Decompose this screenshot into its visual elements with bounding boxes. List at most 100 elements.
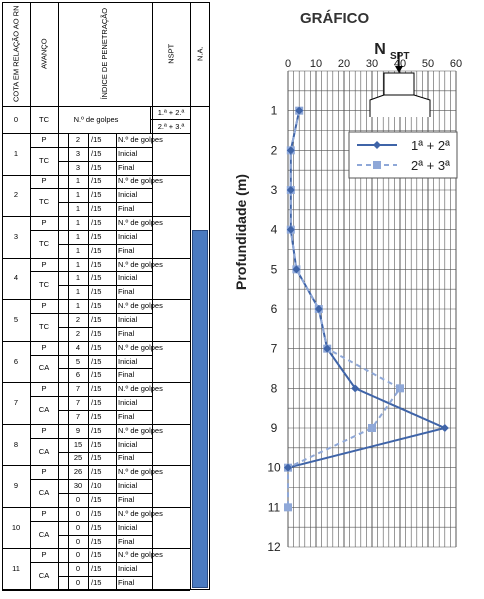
index-label: N.º de golpes — [118, 384, 163, 394]
inner-column-line — [88, 299, 89, 341]
penetration-depth: /15 — [91, 287, 102, 297]
depth-label: 11 — [12, 564, 20, 574]
avanco-label: TC — [39, 321, 49, 331]
y-tick-label: 3 — [271, 183, 278, 197]
blow-count: 0 — [75, 494, 81, 504]
chart-title: GRÁFICO — [300, 10, 370, 27]
blow-count: 3 — [75, 162, 81, 172]
depth-label: 0 — [13, 115, 19, 124]
inner-column-line — [116, 340, 117, 383]
index-label: Inicial — [118, 273, 138, 283]
y-tick-label-bg — [262, 420, 286, 435]
avanco-label: P — [41, 218, 47, 227]
sub-row-line — [30, 520, 152, 522]
avanco-label: CA — [38, 404, 50, 414]
depth-label: 5 — [13, 314, 19, 324]
inner-column-line — [116, 506, 117, 549]
penetration-depth: /15 — [91, 550, 102, 560]
sub-row-line — [58, 451, 152, 453]
sub-row-line — [58, 368, 152, 370]
y-axis-label: Profundidade (m) — [233, 174, 249, 290]
avanco-label: P — [41, 467, 47, 477]
water-level-bar — [192, 229, 208, 588]
inner-column-line — [116, 423, 117, 466]
table-border-top — [2, 2, 210, 3]
column-line — [30, 2, 31, 590]
avanco-label: TC — [39, 197, 49, 207]
depth-label: 6 — [13, 356, 19, 366]
row-bottom-line — [2, 465, 190, 467]
blow-count: 1 — [75, 204, 81, 214]
row-bottom-line — [2, 257, 190, 259]
legend-box — [348, 131, 458, 179]
blow-count: 1 — [75, 287, 81, 297]
inner-column-line — [88, 423, 89, 466]
depth-label: 1 — [13, 148, 19, 158]
penetration-depth: /15 — [91, 176, 102, 186]
legend-label-1: 1.ª + 2.ª — [157, 108, 185, 117]
y-tick-label: 1 — [271, 104, 278, 118]
inner-column-line — [88, 174, 89, 217]
penetration-depth: /15 — [91, 356, 102, 366]
index-label: Final — [118, 162, 135, 172]
x-axis-label-subscript: SPT — [390, 51, 409, 62]
index-label: Inicial — [118, 439, 138, 449]
blow-count: 9 — [75, 425, 81, 435]
penetration-depth: /15 — [91, 494, 102, 504]
blow-count: 3 — [75, 148, 81, 158]
index-label: N.º de golpes — [118, 425, 163, 435]
index-label: N.º de golpes — [118, 301, 163, 311]
sub-row-line — [30, 396, 152, 398]
avanco-label: TC — [39, 238, 49, 248]
x-tick-label: 30 — [366, 58, 378, 70]
data-point-diamond — [286, 146, 295, 155]
header-avanco: AVANÇO — [39, 38, 49, 70]
row-bottom-line — [2, 382, 190, 384]
sub-row-line — [58, 285, 152, 287]
data-point-diamond — [314, 305, 323, 313]
inner-column-line — [68, 465, 69, 507]
inner-column-line — [68, 340, 69, 383]
inner-column-line — [68, 133, 69, 175]
penetration-depth: /15 — [91, 536, 102, 546]
blow-count: 1 — [75, 231, 81, 241]
index-label: N.º de golpes — [118, 218, 163, 227]
avanco-label: P — [41, 301, 47, 311]
penetration-depth: /15 — [91, 453, 102, 463]
y-tick-label: 7 — [271, 342, 278, 356]
blow-count: 0 — [75, 550, 81, 560]
blow-count: 1 — [75, 218, 81, 227]
inner-column-line — [88, 340, 89, 383]
data-point-square — [284, 503, 292, 512]
data-point-diamond — [295, 106, 304, 115]
data-point-diamond — [292, 265, 301, 274]
blow-count: 1 — [75, 245, 81, 255]
table-border-left — [2, 2, 3, 590]
depth-label: 3 — [13, 231, 19, 241]
blow-count: 0 — [75, 522, 81, 532]
avanco-label: CA — [38, 529, 50, 539]
data-point-diamond — [351, 384, 360, 393]
row-bottom-line — [2, 506, 190, 508]
y-tick-label: 2 — [271, 143, 278, 157]
data-point-diamond — [286, 186, 295, 194]
sub-row-line — [30, 146, 152, 148]
y-tick-label: 6 — [271, 302, 278, 316]
blow-count: 0 — [75, 508, 81, 518]
blow-count: 0 — [75, 536, 81, 546]
header-nspt: NSPT — [166, 43, 176, 64]
data-point-diamond — [286, 225, 295, 234]
row-bottom-line — [2, 299, 190, 301]
x-tick-label: 50 — [422, 58, 434, 70]
blow-count: 0 — [75, 578, 81, 588]
index-label: Inicial — [118, 564, 138, 574]
inner-column-line — [68, 548, 69, 590]
index-label: Final — [118, 370, 135, 380]
penetration-depth: /15 — [91, 370, 102, 380]
sub-row-line — [58, 493, 152, 495]
inner-column-line — [88, 506, 89, 549]
y-tick-label: 5 — [271, 262, 278, 276]
y-tick-label: 12 — [267, 540, 281, 554]
penetration-depth: /15 — [91, 314, 102, 324]
